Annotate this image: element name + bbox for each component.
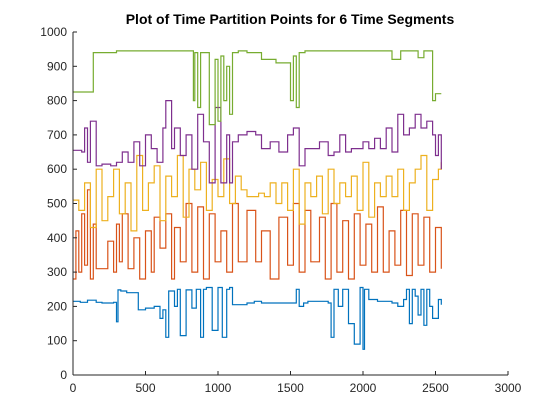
x-tick-label: 0 — [70, 381, 77, 395]
y-tick-label: 0 — [60, 368, 67, 382]
series-line-3 — [73, 154, 442, 232]
series-line-5 — [73, 50, 442, 126]
y-tick-label: 700 — [47, 128, 67, 142]
y-tick-label: 500 — [47, 197, 67, 211]
y-tick-label: 200 — [47, 299, 67, 313]
x-tick-label: 1500 — [277, 381, 304, 395]
y-tick-label: 100 — [47, 334, 67, 348]
x-tick-label: 3000 — [495, 381, 522, 395]
series-line-2 — [73, 189, 442, 280]
y-tick-label: 1000 — [40, 25, 67, 39]
y-tick-label: 900 — [47, 59, 67, 73]
plot-area: 0 500 1000 1500 2000 2500 3000 0 100 200 300 400 500… — [40, 25, 521, 395]
y-tick-label: 300 — [47, 265, 67, 279]
x-tick-label: 500 — [135, 381, 155, 395]
y-tick-label: 600 — [47, 162, 67, 176]
x-tick-label: 2500 — [422, 381, 449, 395]
y-tick-label: 400 — [47, 231, 67, 245]
series-line-1 — [73, 286, 442, 350]
series-line-4 — [73, 100, 442, 184]
x-tick-label: 2000 — [350, 381, 377, 395]
y-tick-label: 800 — [47, 94, 67, 108]
x-tick-label: 1000 — [205, 381, 232, 395]
chart-title: Plot of Time Partition Points for 6 Time… — [126, 11, 455, 27]
